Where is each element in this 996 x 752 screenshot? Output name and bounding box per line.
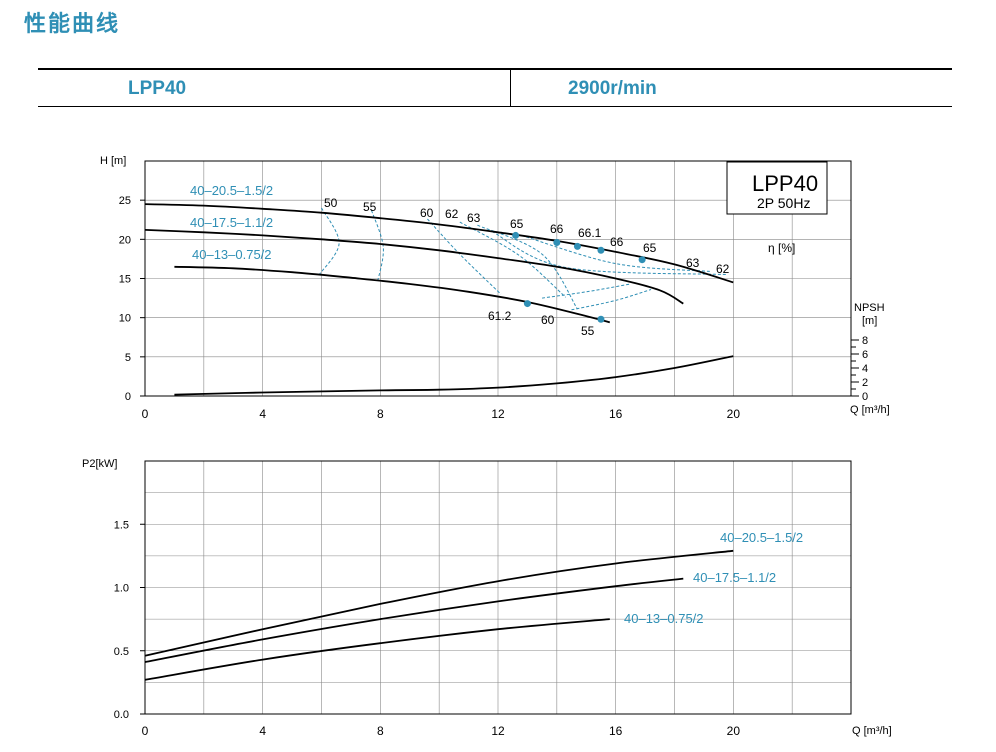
npsh-tick-label: 6 (862, 349, 868, 361)
efficiency-point (638, 256, 646, 264)
y-tick-label: 1.5 (114, 519, 129, 531)
efficiency-iso-line (371, 210, 384, 283)
efficiency-point-label: 61.2 (488, 309, 512, 323)
header-speed: 2900r/min (568, 78, 657, 99)
x-tick-label: 12 (491, 407, 505, 421)
power-series-label: 40–20.5–1.5/2 (720, 530, 803, 545)
iso-efficiency-label: 60 (420, 206, 434, 220)
efficiency-iso-line (542, 283, 631, 299)
head-curve-0 (144, 203, 734, 284)
efficiency-point (523, 300, 531, 308)
iso-efficiency-label: 62 (445, 207, 459, 221)
page-title: 性能曲线 (24, 12, 121, 37)
y-tick-label: 10 (119, 313, 131, 325)
info-box-subtitle: 2P 50Hz (757, 195, 810, 211)
x-tick-label: 16 (609, 407, 623, 421)
y-tick-label: 1.0 (114, 583, 129, 595)
header-bottom-rule (38, 106, 952, 107)
power-series-label: 40–13–0.75/2 (624, 611, 704, 626)
head-curve-1 (144, 229, 684, 305)
header-divider (510, 68, 511, 107)
x-tick-label: 8 (377, 724, 384, 738)
npsh-tick-label: 2 (862, 377, 868, 389)
x-axis-label: Q [m³/h] (850, 404, 890, 416)
power-curve-2 (144, 618, 610, 681)
y-axis-label: P2[kW] (82, 458, 117, 470)
efficiency-point-label: 66.1 (578, 226, 602, 240)
y-tick-label: 25 (119, 195, 131, 207)
efficiency-iso-line (459, 221, 567, 298)
x-tick-label: 0 (142, 407, 149, 421)
efficiency-point-label: 66 (610, 235, 624, 249)
info-box (726, 161, 828, 215)
npsh-tick-label: 4 (862, 363, 868, 375)
npsh-tick-label: 0 (862, 391, 868, 403)
iso-efficiency-label: 55 (363, 200, 377, 214)
efficiency-point (553, 238, 561, 246)
y-tick-label: 0.5 (114, 646, 129, 658)
header-top-rule (38, 68, 952, 70)
y-tick-label: 5 (125, 352, 131, 364)
x-tick-label: 20 (727, 724, 741, 738)
iso-efficiency-label: 60 (541, 313, 555, 327)
npsh-curve (174, 355, 734, 396)
head-series-label: 40–20.5–1.5/2 (190, 183, 273, 198)
y-tick-label: 20 (119, 234, 131, 246)
y-axis-label: H [m] (100, 155, 126, 167)
x-tick-label: 12 (491, 724, 505, 738)
efficiency-point (573, 242, 581, 250)
power-curve-1 (144, 577, 684, 663)
efficiency-iso-line (521, 234, 710, 272)
y-tick-label: 0.0 (114, 709, 129, 721)
y-tick-label: 15 (119, 274, 131, 286)
eta-label: η [%] (768, 241, 795, 255)
efficiency-point (597, 246, 605, 254)
x-axis-label: Q [m³/h] (852, 725, 892, 737)
efficiency-point-label: 55 (581, 324, 595, 338)
npsh-unit-label: [m] (862, 315, 877, 327)
x-tick-label: 20 (727, 407, 741, 421)
x-tick-label: 4 (259, 407, 266, 421)
header-model: LPP40 (128, 78, 187, 99)
head-curve-2 (174, 265, 611, 324)
npsh-axis-label: NPSH (854, 302, 885, 314)
efficiency-iso-line (427, 218, 502, 295)
x-tick-label: 8 (377, 407, 384, 421)
iso-efficiency-label: 63 (467, 211, 481, 225)
iso-efficiency-label: 63 (686, 256, 700, 270)
npsh-tick-label: 8 (862, 335, 868, 347)
x-tick-label: 4 (259, 724, 266, 738)
efficiency-point-label: 65 (643, 241, 657, 255)
efficiency-point (597, 315, 605, 323)
efficiency-iso-line (571, 289, 652, 311)
x-tick-label: 0 (142, 724, 149, 738)
head-series-label: 40–17.5–1.1/2 (190, 215, 273, 230)
efficiency-point-label: 65 (510, 217, 524, 231)
efficiency-iso-line (491, 231, 728, 276)
y-tick-label: 0 (125, 391, 131, 403)
head-series-label: 40–13–0.75/2 (192, 247, 272, 262)
power-series-label: 40–17.5–1.1/2 (693, 570, 776, 585)
x-tick-label: 16 (609, 724, 623, 738)
iso-efficiency-label: 50 (324, 196, 338, 210)
iso-efficiency-label: 62 (716, 262, 730, 276)
efficiency-point-label: 66 (550, 222, 564, 236)
info-box-title: LPP40 (752, 171, 818, 196)
power-curve-0 (144, 549, 734, 657)
efficiency-point (512, 231, 520, 239)
